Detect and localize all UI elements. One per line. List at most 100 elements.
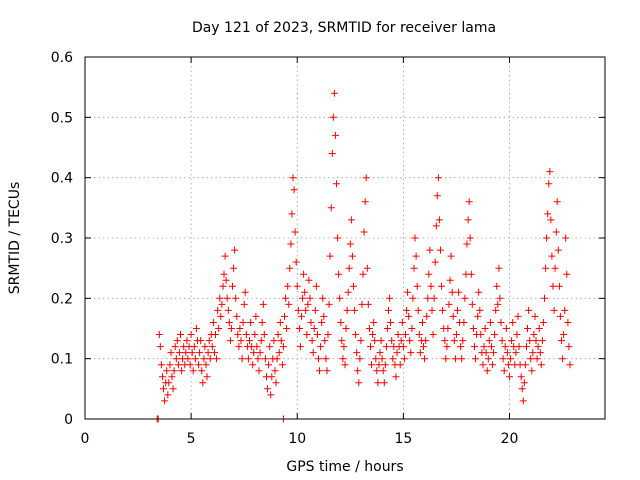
y-tick-label: 0.2: [51, 291, 73, 307]
data-point: [365, 325, 373, 332]
data-point: [235, 343, 243, 351]
data-point: [547, 216, 555, 224]
data-point: [477, 331, 485, 338]
data-point: [165, 379, 173, 387]
data-point: [278, 361, 286, 369]
data-point: [246, 337, 253, 345]
data-point: [237, 337, 245, 345]
data-point: [433, 192, 441, 200]
data-point: [307, 319, 315, 326]
data-point: [513, 331, 521, 338]
data-point: [260, 331, 268, 338]
data-point: [426, 246, 434, 254]
data-point: [392, 373, 400, 381]
data-point: [294, 306, 302, 314]
data-point: [497, 319, 505, 326]
data-point: [554, 246, 562, 254]
x-tick-label: 10: [288, 431, 306, 447]
y-tick-label: 0.6: [51, 50, 73, 66]
data-point: [214, 306, 222, 314]
data-point: [322, 355, 330, 363]
data-point: [276, 319, 284, 326]
data-point: [532, 337, 540, 345]
data-point: [502, 325, 510, 332]
data-point: [386, 294, 394, 302]
data-point: [496, 294, 504, 302]
data-point: [489, 361, 496, 369]
data-point: [163, 367, 171, 375]
data-point: [397, 337, 405, 345]
data-point: [459, 337, 467, 345]
data-point: [419, 319, 426, 326]
data-point: [318, 319, 326, 326]
data-point: [469, 325, 477, 332]
data-point: [425, 270, 433, 278]
data-point: [302, 306, 310, 314]
plot-frame: [84, 56, 606, 420]
data-point: [495, 264, 503, 272]
data-point: [299, 294, 307, 302]
data-point: [173, 337, 181, 345]
data-point: [466, 234, 474, 242]
data-point: [191, 355, 199, 363]
data-point: [400, 355, 408, 363]
data-point: [315, 355, 322, 363]
data-point: [233, 312, 241, 320]
data-point: [242, 331, 250, 338]
data-points: [153, 89, 574, 423]
data-point: [538, 337, 546, 345]
data-point: [452, 331, 460, 338]
data-point: [208, 343, 216, 351]
data-point: [355, 379, 363, 387]
data-point: [331, 131, 339, 139]
data-point: [533, 355, 541, 363]
x-tick-label: 5: [187, 431, 196, 447]
data-point: [206, 355, 214, 363]
data-point: [382, 343, 390, 351]
data-point: [361, 198, 369, 206]
data-point: [406, 337, 414, 345]
data-point: [487, 343, 495, 351]
data-point: [271, 367, 279, 375]
data-point: [308, 337, 316, 345]
data-point: [328, 150, 336, 157]
data-point: [415, 331, 423, 338]
data-point: [383, 325, 391, 332]
data-point: [472, 355, 479, 363]
data-point: [448, 288, 456, 296]
data-point: [227, 325, 235, 332]
data-point: [270, 337, 278, 345]
data-point: [461, 294, 469, 302]
data-point: [431, 258, 439, 266]
data-point: [449, 312, 457, 320]
x-tick-labels: 0 5 10 15 20: [81, 431, 519, 447]
data-point: [503, 349, 511, 357]
data-point: [491, 331, 499, 338]
data-point: [234, 331, 242, 338]
data-point: [378, 355, 386, 363]
x-axis-label: GPS time / hours: [286, 459, 403, 475]
data-point: [159, 373, 166, 381]
data-point: [230, 264, 238, 272]
data-point: [416, 349, 424, 357]
data-point: [274, 331, 282, 338]
data-point: [333, 180, 340, 188]
data-point: [527, 355, 535, 363]
data-point: [291, 228, 299, 236]
data-point: [339, 355, 347, 363]
data-point: [300, 270, 308, 278]
data-point: [430, 294, 438, 302]
data-point: [172, 355, 180, 363]
data-point: [543, 234, 551, 242]
data-point: [483, 367, 491, 375]
data-point: [564, 319, 572, 326]
data-point: [437, 246, 444, 254]
data-point: [170, 367, 178, 375]
data-point: [514, 312, 522, 320]
data-point: [254, 355, 262, 363]
data-point: [209, 319, 217, 326]
data-point: [351, 306, 359, 314]
data-point: [317, 343, 325, 351]
data-point: [167, 349, 175, 357]
data-point: [283, 325, 291, 332]
